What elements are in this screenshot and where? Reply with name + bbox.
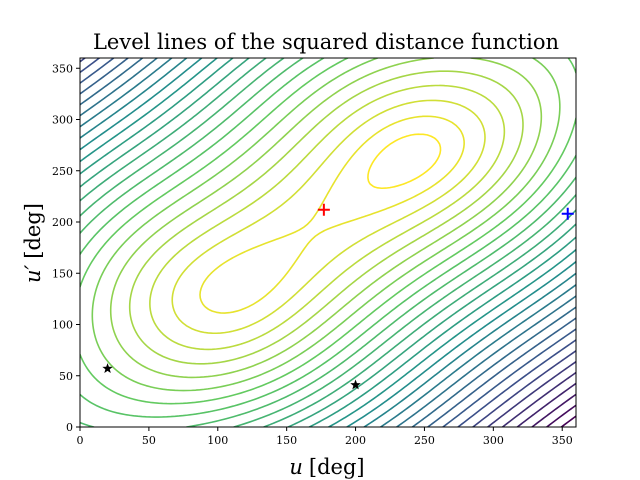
x-axis-unit: [deg] <box>309 455 365 479</box>
contour-line <box>80 58 576 427</box>
x-tick-label: 250 <box>414 434 435 447</box>
y-tick-label: 250 <box>52 165 73 178</box>
x-tick-label: 300 <box>483 434 504 447</box>
y-tick-label: 300 <box>52 114 73 127</box>
y-tick-label: 350 <box>52 62 73 75</box>
contour-line <box>80 58 576 405</box>
x-axis-label: u [deg] <box>289 455 364 479</box>
x-tick-label: 0 <box>77 434 84 447</box>
star-marker <box>350 379 361 390</box>
minimum-marker <box>317 203 330 216</box>
contour-line <box>80 58 576 427</box>
y-axis-unit: [deg] <box>21 203 45 259</box>
contour-line <box>91 58 561 392</box>
contour-line <box>80 58 576 427</box>
contour-line <box>560 415 576 427</box>
x-axis-ticks: 0 50 100 150 200 250 300 350 <box>77 427 573 447</box>
x-axis-var: u <box>289 455 303 479</box>
contour-line <box>80 58 576 427</box>
contour-line <box>80 58 576 418</box>
x-tick-label: 50 <box>142 434 156 447</box>
contour-line <box>128 70 524 365</box>
y-axis-ticks: 0 50 100 150 200 250 300 350 <box>52 62 80 434</box>
x-tick-label: 150 <box>276 434 297 447</box>
y-axis-var: u′ <box>21 264 45 283</box>
x-tick-label: 100 <box>207 434 228 447</box>
contour-line <box>199 115 465 314</box>
contour-line <box>531 393 576 427</box>
contour-line <box>149 84 506 351</box>
contour-line <box>80 58 576 427</box>
plot-frame <box>79 57 577 428</box>
x-tick-label: 350 <box>552 434 573 447</box>
y-tick-label: 100 <box>52 319 73 332</box>
contour-line <box>486 360 576 427</box>
contour-line <box>80 58 576 427</box>
contour-line <box>501 371 576 427</box>
chart-title: Level lines of the squared distance func… <box>93 30 559 54</box>
star-marker <box>102 363 113 374</box>
y-tick-label: 150 <box>52 267 73 280</box>
contour-line <box>516 382 576 427</box>
contour-line <box>80 58 576 427</box>
contour-lines <box>80 58 576 427</box>
markers <box>102 203 574 390</box>
contour-line <box>80 58 576 427</box>
contour-line <box>80 58 576 427</box>
contour-line <box>171 99 486 335</box>
contour-line <box>545 404 576 427</box>
y-axis-label: u′ [deg] <box>21 203 45 283</box>
x-tick-label: 200 <box>345 434 366 447</box>
blue-plus-marker <box>561 207 574 220</box>
contour-line <box>80 58 576 427</box>
y-tick-label: 0 <box>66 421 73 434</box>
y-tick-label: 50 <box>59 370 73 383</box>
contour-line <box>367 133 442 190</box>
y-tick-label: 200 <box>52 216 73 229</box>
contour-line <box>109 58 543 379</box>
